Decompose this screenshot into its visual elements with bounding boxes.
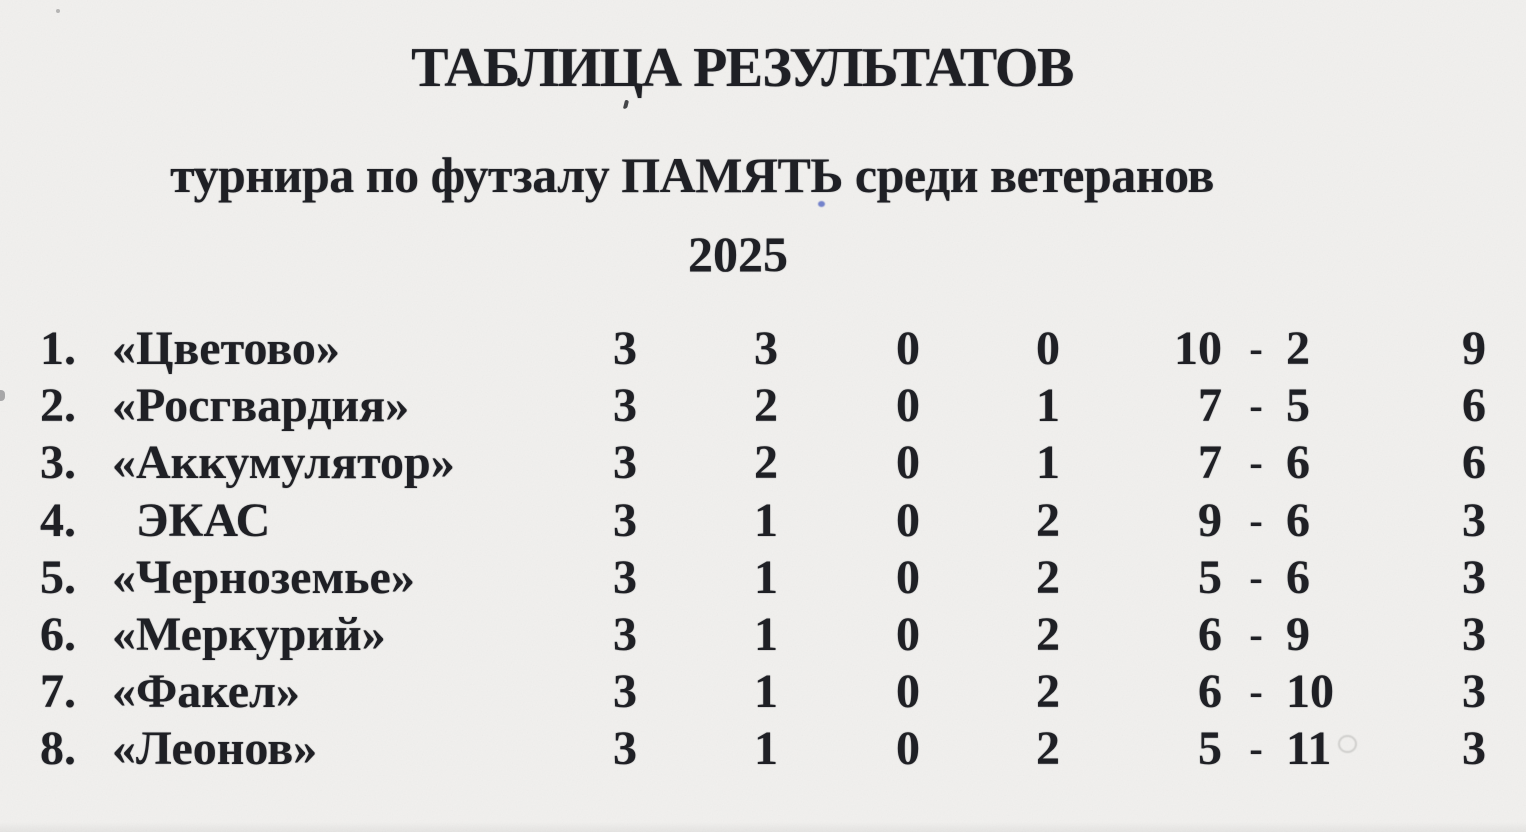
games-played-cell: 3 [613,607,637,661]
ink-speck-artifact [622,99,630,110]
losses-cell: 2 [1036,665,1060,719]
rank-cell: 7. [40,665,76,719]
wins-cell: 1 [754,665,778,719]
games-played-cell: 3 [613,379,637,433]
rank-cell: 2. [40,379,76,433]
wins-cell: 1 [754,493,778,547]
goals-for-cell: 7 [1198,379,1222,433]
goals-separator: - [1249,726,1263,772]
losses-cell: 2 [1036,550,1060,604]
goals-for-cell: 6 [1198,607,1222,661]
points-cell: 6 [1462,379,1486,433]
games-played-cell: 3 [613,722,637,776]
table-row: 8. «Леонов» 3 1 0 2 5 - 11 3 [0,720,1526,777]
goals-separator: - [1249,383,1263,429]
team-name-cell: «Черноземье» [112,550,415,604]
wins-cell: 1 [754,607,778,661]
rank-cell: 4. [40,493,76,547]
wins-cell: 1 [754,550,778,604]
goals-against-cell: 6 [1286,493,1310,547]
games-played-cell: 3 [613,436,637,490]
scan-edge-shadow [0,822,1526,832]
goals-for-cell: 10 [1174,322,1222,375]
goals-against-cell: 10 [1286,665,1334,719]
table-row: 7. «Факел» 3 1 0 2 6 - 10 3 [0,663,1526,720]
table-row: 4. ЭКАС 3 1 0 2 9 - 6 3 [0,492,1526,549]
losses-cell: 1 [1036,436,1060,490]
goals-against-cell: 6 [1286,550,1310,604]
team-name-cell: «Факел» [112,665,300,719]
losses-cell: 2 [1036,493,1060,547]
corner-speck-artifact [56,9,60,13]
goals-separator: - [1249,554,1263,600]
rank-cell: 1. [40,322,76,375]
goals-for-cell: 5 [1198,550,1222,604]
goals-separator: - [1249,611,1263,657]
draws-cell: 0 [896,493,920,547]
games-played-cell: 3 [613,493,637,547]
table-row: 2. «Росгвардия» 3 2 0 1 7 - 5 6 [0,377,1526,434]
wins-cell: 2 [754,436,778,490]
games-played-cell: 3 [613,550,637,604]
games-played-cell: 3 [613,665,637,719]
team-name-cell: «Росгвардия» [112,379,410,433]
table-row: 1. «Цветово» 3 3 0 0 10 - 2 9 [0,320,1526,377]
table-row: 3. «Аккумулятор» 3 2 0 1 7 - 6 6 [0,434,1526,491]
team-name-cell: «Цветово» [112,322,340,375]
team-name-cell: ЭКАС [112,493,271,547]
points-cell: 6 [1462,436,1486,490]
goals-separator: - [1249,497,1263,543]
losses-cell: 2 [1036,607,1060,661]
games-played-cell: 3 [613,322,637,375]
goals-against-cell: 5 [1286,379,1310,433]
rank-cell: 8. [40,722,76,776]
losses-cell: 2 [1036,722,1060,776]
tournament-year: 2025 [688,226,788,282]
points-cell: 3 [1462,722,1486,776]
goals-for-cell: 9 [1198,493,1222,547]
points-cell: 9 [1462,322,1486,375]
wins-cell: 1 [754,722,778,776]
rank-cell: 3. [40,436,76,490]
draws-cell: 0 [896,550,920,604]
goals-separator: - [1249,440,1263,486]
draws-cell: 0 [896,607,920,661]
goals-for-cell: 6 [1198,665,1222,719]
team-name-cell: «Аккумулятор» [112,436,455,490]
goals-for-cell: 5 [1198,722,1222,776]
table-row: 5. «Черноземье» 3 1 0 2 5 - 6 3 [0,549,1526,606]
draws-cell: 0 [896,436,920,490]
page-subtitle: турнира по футзалу ПАМЯТЬ среди ветерано… [170,147,1214,203]
losses-cell: 1 [1036,379,1060,433]
goals-separator: - [1249,669,1263,715]
team-name-cell: «Леонов» [112,722,318,776]
wins-cell: 2 [754,379,778,433]
rank-cell: 6. [40,607,76,661]
goals-against-cell: 2 [1286,322,1310,375]
table-row: 6. «Меркурий» 3 1 0 2 6 - 9 3 [0,606,1526,663]
points-cell: 3 [1462,493,1486,547]
draws-cell: 0 [896,379,920,433]
goals-for-cell: 7 [1198,436,1222,490]
team-name-cell: «Меркурий» [112,607,386,661]
points-cell: 3 [1462,607,1486,661]
goals-against-cell: 6 [1286,436,1310,490]
goals-separator: - [1249,326,1263,371]
page-title: ТАБЛИЦА РЕЗУЛЬТАТОВ [411,37,1074,99]
standings-table: 1. «Цветово» 3 3 0 0 10 - 2 9 2. «Росгва… [0,320,1526,778]
draws-cell: 0 [896,665,920,719]
goals-against-cell: 11 [1286,722,1332,776]
draws-cell: 0 [896,722,920,776]
points-cell: 3 [1462,550,1486,604]
wins-cell: 3 [754,322,778,375]
losses-cell: 0 [1036,322,1060,375]
goals-against-cell: 9 [1286,607,1310,661]
points-cell: 3 [1462,665,1486,719]
draws-cell: 0 [896,322,920,375]
rank-cell: 5. [40,550,76,604]
